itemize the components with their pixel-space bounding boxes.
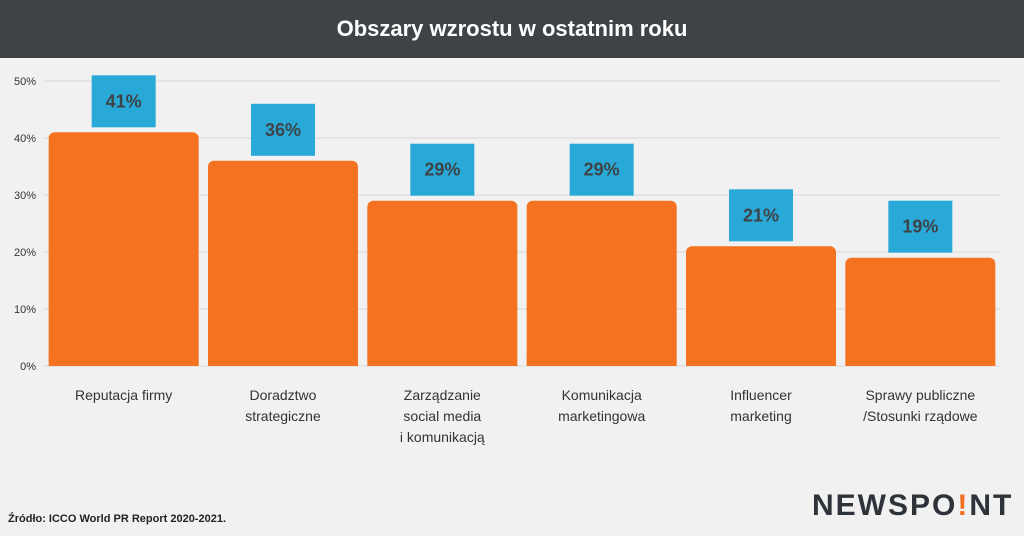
- bar: [686, 246, 836, 366]
- value-label: 29%: [584, 160, 620, 180]
- source-note: Źródło: ICCO World PR Report 2020-2021.: [8, 513, 227, 525]
- bar-chart: 0% 10% 20% 30% 40% 50% 41% Reputacja firmy 36% Do…: [14, 75, 1000, 445]
- bar-base: [367, 358, 518, 366]
- y-tick-label: 30%: [14, 190, 36, 202]
- y-tick-label: 40%: [14, 133, 36, 145]
- chart-title: Obszary wzrostu w ostatnim roku: [0, 0, 1024, 58]
- category-label: /Stosunki rządowe: [863, 408, 978, 424]
- bar-base: [48, 358, 199, 366]
- category-label: marketingowa: [558, 408, 645, 424]
- value-label-box: [251, 103, 315, 156]
- category-label: marketing: [730, 408, 791, 424]
- value-label: 21%: [743, 205, 779, 225]
- value-label-box: [569, 143, 634, 196]
- y-tick-label: 50%: [14, 76, 36, 88]
- newspoint-logo: NEWSPO! NT: [812, 486, 1013, 526]
- y-tick-label: 10%: [14, 304, 36, 316]
- category-label: i komunikacją: [400, 429, 485, 445]
- category-label: Sprawy publiczne: [865, 387, 975, 403]
- category-label: strategiczne: [245, 408, 321, 424]
- value-label: 41%: [106, 91, 142, 111]
- category-label: social media: [403, 408, 481, 424]
- category-label: Reputacja firmy: [75, 387, 172, 403]
- category-label: Komunikacja: [562, 387, 642, 403]
- value-label-box: [410, 143, 475, 196]
- value-label: 36%: [265, 120, 301, 140]
- bar: [208, 160, 358, 366]
- bar-base: [526, 358, 677, 366]
- logo-text-start: NEWSPO: [812, 489, 958, 522]
- category-label: Influencer: [730, 387, 792, 403]
- category-label: Zarządzanie: [404, 387, 481, 403]
- bar-base: [208, 358, 358, 366]
- value-label-box: [729, 189, 793, 242]
- value-label-box: [888, 200, 953, 253]
- bar-base: [686, 358, 836, 366]
- bar: [526, 200, 677, 366]
- value-label-box: [91, 75, 156, 128]
- category-label: Doradztwo: [250, 387, 317, 403]
- logo-text-end: NT: [969, 489, 1014, 522]
- logo-accent: !: [957, 489, 970, 522]
- value-label: 29%: [424, 160, 460, 180]
- bar-base: [845, 358, 996, 366]
- y-tick-label: 0%: [20, 361, 36, 373]
- bar: [367, 200, 518, 366]
- y-tick-label: 20%: [14, 247, 36, 259]
- value-label: 19%: [902, 217, 938, 237]
- bar: [48, 132, 199, 366]
- bar: [845, 257, 996, 366]
